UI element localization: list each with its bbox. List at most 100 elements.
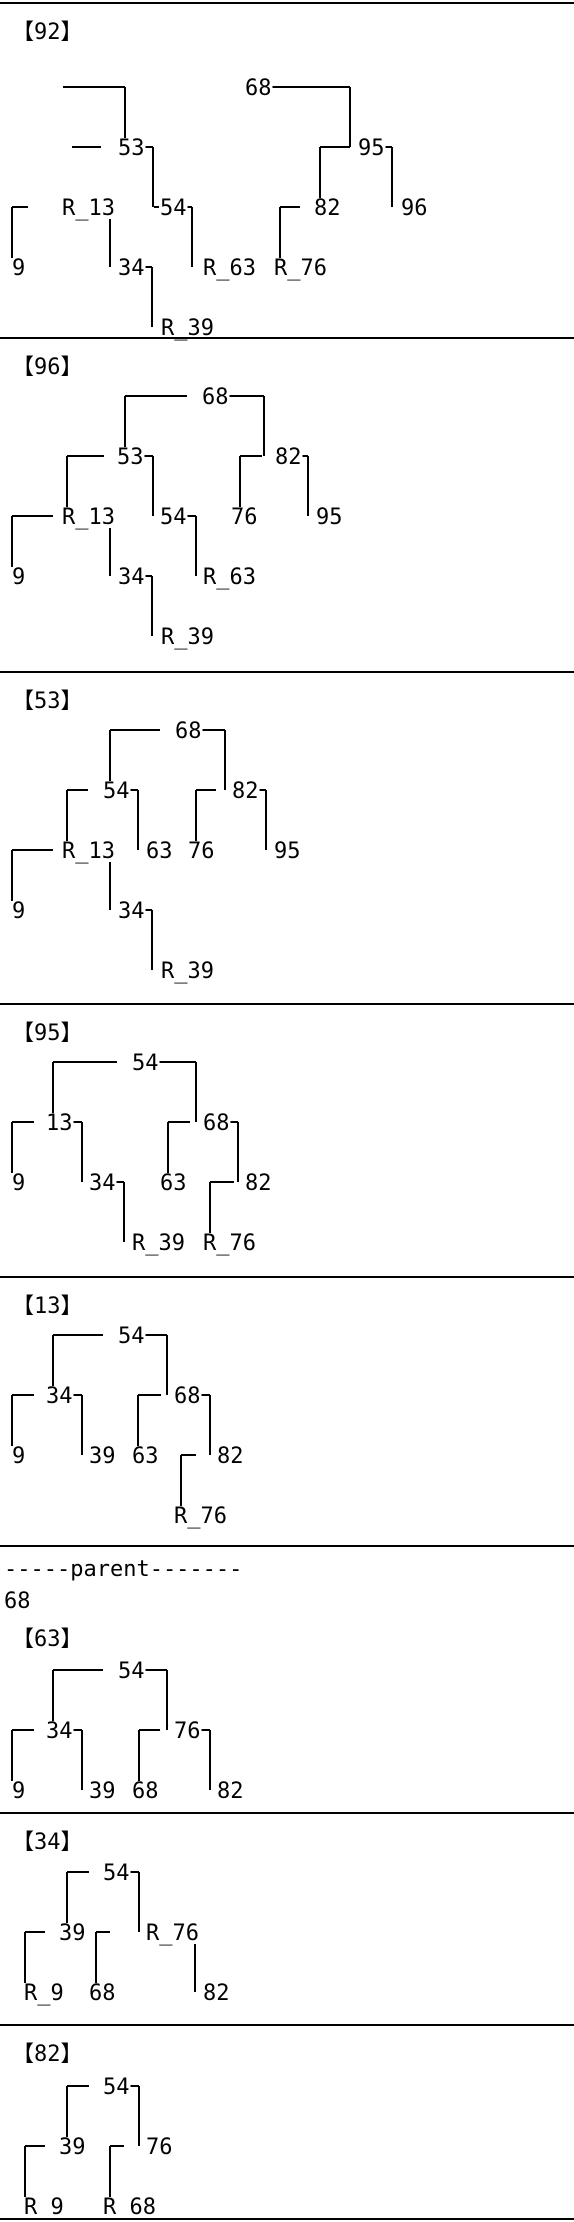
tree-node-background — [216, 1781, 245, 1802]
tree-node-background — [88, 1173, 117, 1194]
section-divider — [0, 2218, 574, 2220]
parent-value: 68 — [4, 1589, 31, 1614]
section-title: 【82】 — [12, 2042, 83, 2067]
section-divider — [0, 1276, 574, 1278]
section-title: 【13】 — [12, 1294, 83, 1319]
tree-node-label: 39 — [59, 1921, 86, 1946]
tree-nodes: 54 34 76 9 39 68 82 — [11, 1659, 245, 1804]
tree-node-background — [58, 1923, 87, 1944]
tree-node-background — [102, 2197, 157, 2218]
tree-node-background — [102, 781, 131, 802]
tree-node-label: R_13 — [62, 839, 115, 864]
tree-diagram: 54 13 68 9 34 63 82 R_39 R_76 — [11, 1051, 273, 1256]
tree-node-label: 68 — [175, 719, 202, 744]
section-title: 【53】 — [12, 689, 83, 714]
tree-node-background — [244, 78, 273, 99]
tree-edges — [11, 1061, 239, 1242]
tree-node-background — [117, 901, 146, 922]
tree-node-background — [173, 1386, 202, 1407]
section-divider — [0, 2, 574, 4]
tree-node-background — [230, 507, 259, 528]
tree-node-background — [11, 1781, 27, 1802]
tree-node-label: 34 — [46, 1719, 73, 1744]
tree-diagram: 54 39 R_76 R_9 68 82 — [23, 1861, 231, 2006]
tree-node-background — [131, 1781, 160, 1802]
tree-node-label: 95 — [316, 505, 343, 530]
tree-node-background — [131, 1233, 186, 1254]
tree-node-background — [11, 258, 27, 279]
tree-node-label: 53 — [117, 445, 144, 470]
tree-node-label: R_63 — [203, 256, 256, 281]
tree-node-label: 76 — [188, 839, 215, 864]
tree-node-background — [11, 901, 27, 922]
tree-node-background — [202, 567, 257, 588]
tree-node-background — [116, 447, 145, 468]
tree-nodes: 54 34 68 9 39 63 82 R_76 — [11, 1324, 245, 1529]
tree-node-background — [117, 258, 146, 279]
tree-node-label: 54 — [160, 505, 187, 530]
tree-node-label: 68 — [203, 1111, 230, 1136]
tree-node-background — [117, 567, 146, 588]
section-divider — [0, 1003, 574, 1005]
tree-node-label: 82 — [203, 1981, 230, 2006]
tree-node-background — [58, 2137, 87, 2158]
tree-node-label: 63 — [160, 1171, 187, 1196]
tree-node-label: 34 — [118, 899, 145, 924]
tree-node-background — [357, 138, 386, 159]
tree-node-label: 82 — [232, 779, 259, 804]
section-divider — [0, 2024, 574, 2026]
tree-node-label: 68 — [132, 1779, 159, 1804]
tree-node-label: 9 — [12, 899, 25, 924]
tree-node-label: R_63 — [203, 565, 256, 590]
section-divider — [0, 1545, 574, 1547]
tree-node-background — [159, 1173, 188, 1194]
tree-node-label: 54 — [118, 1659, 145, 1684]
tree-diagram: 68 53 95 R_13 54 82 96 9 34 R_63 R_76 R_39 — [11, 76, 429, 341]
tree-diagram: 54 34 76 9 39 68 82 — [11, 1659, 245, 1804]
tree-node-label: 95 — [358, 136, 385, 161]
tree-diagram: 68 53 82 R_13 54 76 95 9 34 R_63 R_39 — [11, 385, 344, 650]
tree-node-background — [273, 841, 302, 862]
tree-node-background — [273, 258, 328, 279]
tree-node-background — [315, 507, 344, 528]
section-title: 【95】 — [12, 1021, 83, 1046]
tree-node-background — [102, 2077, 131, 2098]
tree-node-label: 82 — [245, 1171, 272, 1196]
section-divider — [0, 337, 574, 339]
tree-node-background — [145, 1923, 200, 1944]
tree-node-label: 9 — [12, 256, 25, 281]
tree-node-label: 82 — [275, 445, 302, 470]
tree-node-label: R_39 — [161, 959, 214, 984]
tree-node-background — [187, 841, 216, 862]
tree-node-label: 68 — [89, 1981, 116, 2006]
tree-node-label: 54 — [160, 196, 187, 221]
tree-node-label: R_13 — [62, 505, 115, 530]
tree-node-label: 95 — [274, 839, 301, 864]
tree-node-label: 13 — [46, 1111, 73, 1136]
tree-node-background — [45, 1113, 74, 1134]
tree-node-label: 54 — [118, 1324, 145, 1349]
tree-node-label: 39 — [89, 1444, 116, 1469]
tree-node-label: 9 — [12, 1779, 25, 1804]
section-title: 【63】 — [12, 1627, 83, 1652]
section-divider — [0, 671, 574, 673]
tree-node-background — [160, 627, 215, 648]
tree-node-label: 68 — [202, 385, 229, 410]
tree-node-label: R_68 — [103, 2195, 156, 2220]
tree-node-background — [159, 198, 188, 219]
tree-node-label: 54 — [103, 779, 130, 804]
tree-node-label: 54 — [132, 1051, 159, 1076]
tree-node-label: R_39 — [132, 1231, 185, 1256]
tree-node-background — [202, 1233, 257, 1254]
tree-node-label: 53 — [118, 136, 145, 161]
tree-node-background — [202, 258, 257, 279]
tree-node-label: R_76 — [274, 256, 327, 281]
tree-nodes: 68 54 82 R_13 63 76 95 9 34 R_39 — [11, 719, 302, 984]
tree-node-label: 76 — [146, 2135, 173, 2160]
tree-node-background — [145, 2137, 174, 2158]
tree-node-background — [145, 841, 174, 862]
tree-node-background — [174, 721, 203, 742]
tree-node-label: 34 — [46, 1384, 73, 1409]
tree-node-label: 34 — [89, 1171, 116, 1196]
